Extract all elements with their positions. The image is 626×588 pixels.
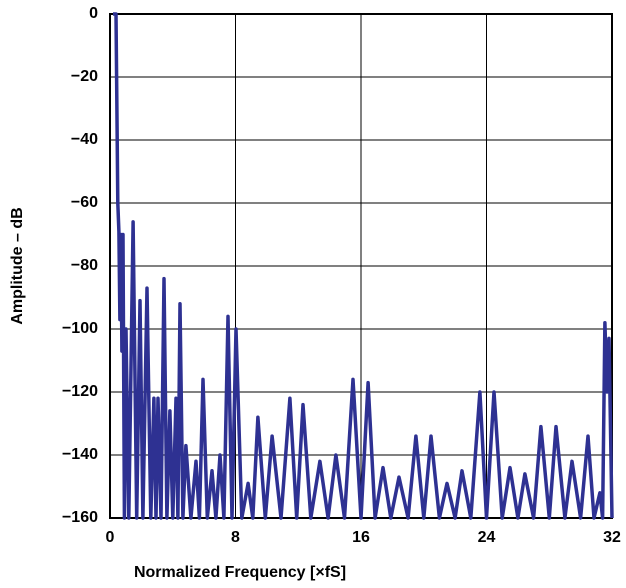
x-tick-label: 16 [352, 529, 370, 546]
y-tick-label: −140 [62, 446, 98, 463]
y-tick-label: −80 [71, 257, 98, 274]
y-tick-label: −120 [62, 383, 98, 400]
y-tick-label: −20 [71, 68, 98, 85]
x-tick-label: 8 [231, 529, 240, 546]
y-tick-label: 0 [89, 5, 98, 22]
data-line [113, 12, 614, 520]
x-tick-label: 0 [106, 529, 115, 546]
y-axis-label: Amplitude – dB [9, 207, 26, 324]
x-tick-label: 32 [603, 529, 621, 546]
y-tick-label: −40 [71, 131, 98, 148]
y-tick-label: −100 [62, 320, 98, 337]
y-tick-label: −160 [62, 509, 98, 526]
x-axis-label: Normalized Frequency [×fS] [134, 564, 346, 581]
x-tick-label: 24 [478, 529, 496, 546]
y-tick-label: −60 [71, 194, 98, 211]
